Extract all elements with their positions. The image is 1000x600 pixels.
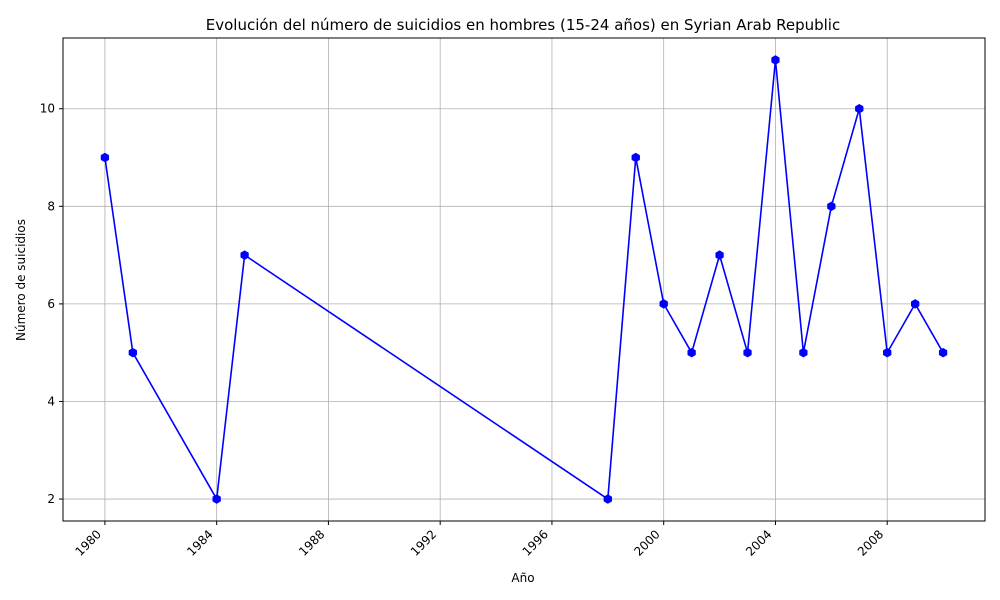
data-point [659, 299, 668, 309]
x-tick-label: 1984 [184, 527, 215, 558]
data-point [100, 152, 110, 163]
x-tick-label: 1988 [296, 527, 327, 558]
data-point [240, 250, 249, 260]
x-tick-label: 1980 [73, 527, 104, 558]
x-tick-label: 2000 [631, 527, 662, 558]
y-axis: 2 4 6 8 10 [40, 102, 63, 506]
data-point [855, 103, 864, 114]
plot-frame [62, 37, 986, 522]
x-axis-title: Año [511, 571, 534, 585]
data-point [911, 299, 920, 309]
x-tick-label: 1996 [520, 527, 551, 558]
y-tick-label: 8 [47, 199, 55, 213]
y-tick-label: 2 [47, 492, 55, 506]
x-tick-label: 1992 [408, 527, 439, 558]
data-point [827, 201, 836, 212]
data-point [128, 347, 137, 358]
data-point [631, 152, 640, 163]
data-point [687, 347, 696, 358]
data-point [771, 55, 780, 65]
x-axis: 1980 1984 1988 1992 1996 2000 2004 2008 [73, 521, 888, 559]
grid [63, 38, 985, 521]
x-tick-label: 2008 [855, 527, 886, 558]
x-tick-label: 2004 [743, 527, 774, 558]
y-tick-label: 6 [47, 297, 55, 311]
data-point [715, 250, 724, 260]
series-layer [100, 55, 948, 504]
data-point [799, 347, 808, 358]
data-point [883, 347, 892, 358]
data-point [212, 494, 221, 504]
data-point [938, 347, 948, 358]
chart-title: Evolución del número de suicidios en hom… [206, 16, 840, 34]
series-line [104, 59, 944, 502]
y-tick-label: 10 [40, 102, 55, 116]
y-axis-title: Número de suicidios [14, 219, 28, 341]
data-point [603, 494, 612, 504]
data-point [743, 347, 752, 358]
y-tick-label: 4 [47, 394, 55, 408]
